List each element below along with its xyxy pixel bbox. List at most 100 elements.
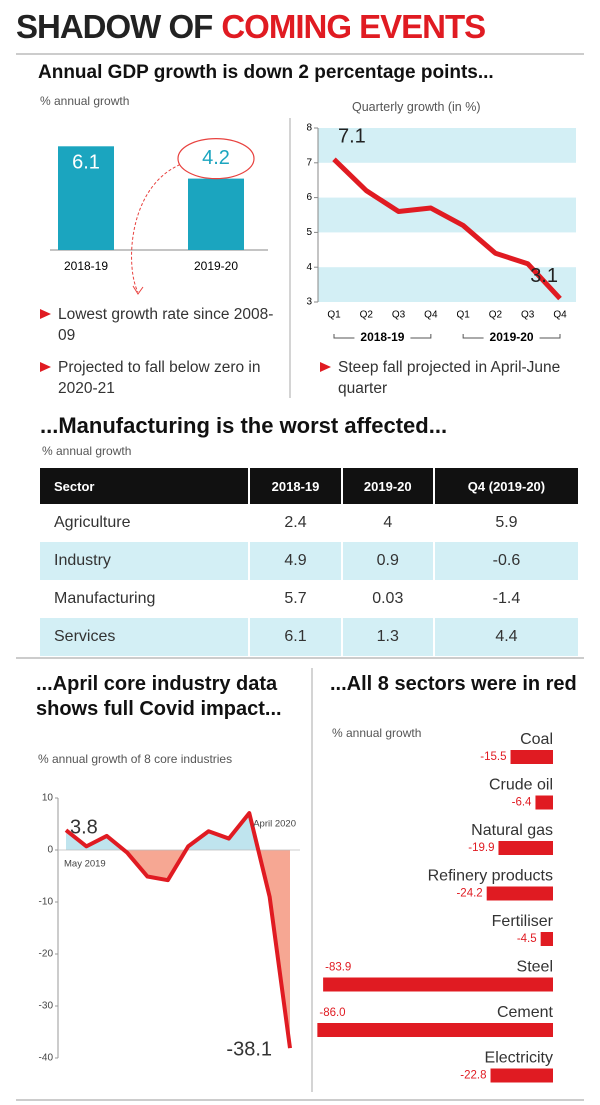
category-label: Crude oil — [489, 777, 553, 794]
x-tick-label: Q3 — [521, 310, 535, 321]
cell-value: 6.1 — [249, 618, 343, 656]
area-fill — [66, 850, 290, 1049]
x-tick-label: May 2019 — [64, 859, 106, 870]
highlight-ring — [177, 138, 255, 180]
title: SHADOW OF — [16, 8, 213, 45]
cell-value: -1.4 — [433, 580, 581, 618]
category-label: Refinery products — [428, 868, 553, 885]
bar — [486, 886, 553, 901]
x-tick-label: April 2020 — [253, 819, 296, 830]
bar — [540, 932, 553, 946]
value-label: -83.9 — [325, 962, 351, 974]
pointer — [131, 164, 181, 293]
group-bracket — [462, 334, 561, 339]
table-row: Manufacturing 5.7 0.03 -1.4 — [40, 580, 581, 618]
cell-value: 1.3 — [341, 618, 435, 656]
page-title: SHADOW OF COMING EVENTS — [16, 8, 486, 46]
category-label: Electricity — [485, 1050, 553, 1067]
title-highlight: COMING EVENTS — [221, 8, 486, 45]
value-label: -15.5 — [480, 751, 506, 763]
row-label: Services — [40, 618, 251, 656]
value-label: 3.1 — [530, 265, 558, 287]
bar — [188, 178, 244, 250]
subtitle: % annual growth — [332, 726, 422, 740]
table-row: Agriculture 2.4 4 5.9 — [40, 504, 581, 542]
bar — [490, 1068, 553, 1083]
y-tick-label: -30 — [39, 1001, 54, 1012]
column-header: Q4 (2019-20) — [433, 468, 581, 504]
x-tick-label: Q4 — [553, 310, 567, 321]
table-row: Services 6.1 1.3 4.4 — [40, 618, 581, 656]
y-tick-label: 3 — [306, 297, 312, 308]
cell-value: 2.4 — [249, 504, 343, 542]
row-label: Industry — [40, 542, 251, 580]
table-body: Agriculture 2.4 4 5.9 Industry 4.9 0.9 -0.6 Manu… — [40, 504, 581, 656]
cell-value: 4.4 — [433, 618, 581, 656]
x-tick-label: Q3 — [392, 310, 406, 321]
annotation: Projected to fall below zero in 2020-21 — [38, 357, 278, 399]
pointer-head — [132, 285, 144, 295]
bar — [58, 146, 114, 250]
column-header: Sector — [40, 468, 251, 504]
bar — [510, 750, 553, 764]
value-label: 3.8 — [70, 817, 98, 839]
value-label: -86.0 — [319, 1007, 345, 1019]
value-label: -38.1 — [226, 1038, 272, 1060]
y-tick-label: -40 — [39, 1053, 54, 1064]
cell-value: 4.9 — [249, 542, 343, 580]
annotation: Steep fall projected in April-June quart… — [318, 357, 568, 399]
value-label: -22.8 — [460, 1070, 486, 1082]
x-tick-label: Q1 — [327, 310, 341, 321]
y-tick-label: -10 — [39, 897, 54, 908]
section-title: ...Manufacturing is the worst affected..… — [40, 413, 448, 438]
x-tick-label: Q1 — [456, 310, 470, 321]
bar — [535, 795, 553, 810]
category-label: Fertiliser — [492, 913, 554, 930]
section-title: ...All 8 sectors were in red — [330, 673, 577, 695]
value-label: -4.5 — [517, 933, 537, 945]
y-tick-label: 6 — [306, 192, 312, 203]
sector-table: Sector 2018-19 2019-20 Q4 (2019-20) Agricult… — [40, 468, 581, 656]
category-label: Coal — [520, 731, 553, 748]
y-tick-label: 5 — [306, 227, 312, 238]
value-label: 6.1 — [72, 152, 100, 174]
value-label: -19.9 — [468, 842, 494, 854]
subtitle: % annual growth of 8 core industries — [38, 752, 233, 766]
y-tick-label: 0 — [47, 845, 53, 856]
x-tick-label: Q2 — [360, 310, 374, 321]
x-tick-label: 2019-20 — [194, 259, 238, 273]
cell-value: 0.9 — [341, 542, 435, 580]
header-row: Sector 2018-19 2019-20 Q4 (2019-20) — [40, 468, 581, 504]
y-tick-label: -20 — [39, 949, 54, 960]
subtitle: % annual growth — [40, 94, 130, 108]
line — [64, 811, 292, 1049]
row-label: Manufacturing — [40, 580, 251, 618]
group-bracket — [333, 334, 432, 339]
category-label: Steel — [517, 959, 553, 976]
value-label: 4.2 — [202, 147, 230, 169]
value-label: -6.4 — [512, 797, 532, 809]
x-tick-label: 2018-19 — [64, 259, 108, 273]
cell-value: 5.9 — [433, 504, 581, 542]
group-label: 2018-19 — [360, 330, 404, 344]
bar — [498, 841, 553, 855]
column-header: 2019-20 — [341, 468, 435, 504]
column-header: 2018-19 — [249, 468, 343, 504]
cell-value: -0.6 — [433, 542, 581, 580]
x-tick-label: Q2 — [489, 310, 503, 321]
group-label: 2019-20 — [490, 330, 534, 344]
value-label: 7.1 — [338, 126, 366, 148]
line — [332, 157, 562, 301]
subtitle: % annual growth — [42, 444, 132, 458]
x-tick-label: Q4 — [424, 310, 438, 321]
bar — [317, 1023, 553, 1037]
y-tick-label: 7 — [306, 157, 312, 168]
area-fill — [66, 813, 290, 850]
bar — [323, 977, 553, 992]
y-tick-label: 8 — [306, 123, 312, 134]
y-tick-label: 4 — [306, 262, 312, 273]
section-title: Annual GDP growth is down 2 percentage p… — [38, 62, 494, 83]
cell-value: 5.7 — [249, 580, 343, 618]
category-label: Cement — [497, 1004, 554, 1021]
